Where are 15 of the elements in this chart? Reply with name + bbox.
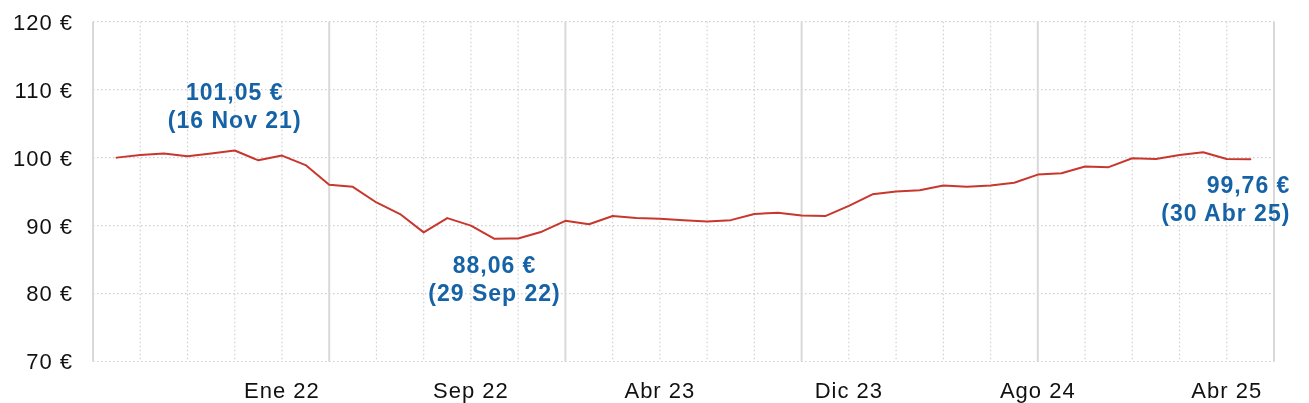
x-tick-label: Dic 23	[814, 378, 884, 403]
y-tick-label: 120 €	[12, 9, 73, 35]
annotation: 88,06 € (29 Sep 22)	[428, 251, 561, 306]
x-tick-label: Ene 22	[244, 378, 320, 403]
x-tick-label: Abr 25	[1191, 378, 1263, 403]
y-tick-label: 80 €	[26, 281, 73, 307]
y-tick-label: 90 €	[26, 213, 73, 239]
annotation: 101,05 € (16 Nov 21)	[167, 79, 302, 134]
y-tick-label: 70 €	[26, 349, 73, 375]
y-tick-label: 100 €	[12, 145, 73, 171]
x-tick-label: Ago 24	[999, 378, 1076, 403]
annotation: 99,76 € (30 Abr 25)	[1161, 172, 1291, 227]
x-tick-label: Sep 22	[433, 378, 509, 403]
x-tick-label: Abr 23	[624, 378, 696, 403]
y-tick-label: 110 €	[14, 77, 73, 103]
